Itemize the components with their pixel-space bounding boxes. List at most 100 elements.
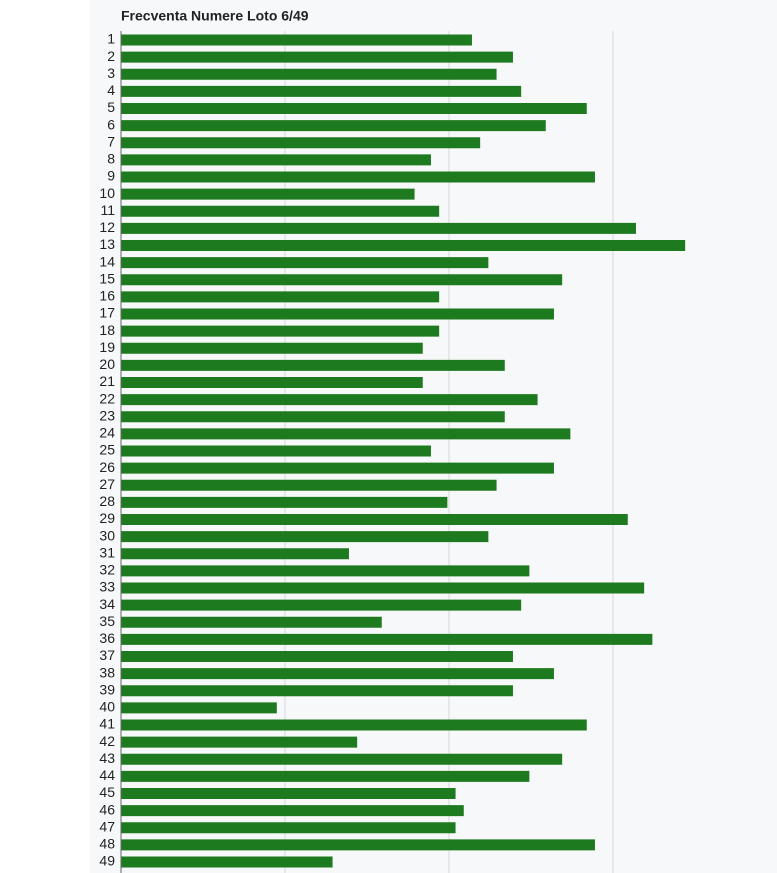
y-tick-label: 46 (99, 801, 115, 817)
y-tick-label: 13 (99, 236, 115, 252)
y-tick-label: 12 (99, 219, 115, 235)
y-tick-label: 41 (99, 716, 115, 732)
y-tick-label: 38 (99, 664, 115, 680)
bar (121, 411, 505, 423)
y-tick-label: 9 (107, 168, 115, 184)
y-tick-label: 33 (99, 579, 115, 595)
y-tick-label: 31 (99, 544, 115, 560)
y-tick-label: 45 (99, 784, 115, 800)
y-tick-label: 42 (99, 733, 115, 749)
bar (121, 308, 554, 320)
bar (121, 257, 489, 269)
y-tick-label: 23 (99, 407, 115, 423)
bar (121, 274, 563, 286)
bar (121, 719, 587, 731)
bar (121, 565, 530, 577)
bar (121, 805, 464, 817)
bar (121, 753, 563, 765)
y-tick-label: 22 (99, 390, 115, 406)
y-tick-label: 17 (99, 305, 115, 321)
bar (121, 514, 628, 525)
y-tick-label: 2 (107, 48, 115, 64)
y-tick-label: 24 (99, 425, 115, 441)
y-tick-label: 37 (99, 647, 115, 663)
y-tick-label: 35 (99, 613, 115, 629)
y-tick-label: 1 (107, 31, 115, 47)
y-tick-label: 43 (99, 750, 115, 766)
y-tick-label: 14 (99, 253, 115, 269)
y-tick-label: 34 (99, 596, 115, 612)
bar (121, 616, 382, 628)
bar (121, 51, 513, 63)
chart-title: Frecventa Numere Loto 6/49 (121, 8, 309, 24)
bar (121, 85, 522, 97)
bar (121, 137, 481, 149)
bar (121, 240, 686, 251)
y-tick-label: 49 (99, 853, 115, 869)
y-tick-label: 10 (99, 185, 115, 201)
bar (121, 770, 530, 782)
y-tick-label: 29 (99, 510, 115, 526)
bar (121, 34, 472, 46)
bar (121, 856, 333, 868)
bar (121, 68, 497, 80)
y-tick-label: 36 (99, 630, 115, 646)
y-tick-label: 27 (99, 476, 115, 492)
bar (121, 685, 513, 697)
bar (121, 394, 538, 406)
bar (121, 377, 423, 388)
bar (121, 171, 595, 183)
y-tick-label: 26 (99, 459, 115, 475)
bar (121, 291, 440, 303)
bar (121, 822, 456, 834)
y-tick-label: 48 (99, 836, 115, 852)
y-tick-label: 6 (107, 116, 115, 132)
bar (121, 651, 513, 662)
y-tick-label: 30 (99, 527, 115, 543)
y-tick-label: 15 (99, 270, 115, 286)
y-tick-label: 44 (99, 767, 115, 783)
y-tick-label: 40 (99, 699, 115, 715)
y-tick-label: 3 (107, 65, 115, 81)
bar (121, 548, 349, 560)
bar (121, 736, 358, 748)
bar (121, 325, 440, 337)
bar (121, 788, 456, 799)
bar (121, 205, 440, 217)
bar (121, 120, 546, 132)
bar (121, 428, 571, 440)
y-tick-label: 16 (99, 288, 115, 304)
bar (121, 222, 636, 234)
bar (121, 479, 497, 491)
y-tick-label: 32 (99, 562, 115, 578)
bar (121, 531, 489, 543)
bar (121, 103, 587, 114)
y-tick-label: 25 (99, 442, 115, 458)
bar (121, 599, 522, 611)
y-tick-label: 20 (99, 356, 115, 372)
bar (121, 839, 595, 851)
bar (121, 359, 505, 371)
y-tick-label: 7 (107, 133, 115, 149)
bar (121, 188, 415, 200)
y-tick-label: 39 (99, 681, 115, 697)
y-tick-label: 21 (99, 373, 115, 389)
y-tick-label: 8 (107, 151, 115, 167)
bar (121, 582, 645, 594)
bar (121, 633, 653, 645)
bar (121, 445, 431, 457)
bar (121, 668, 554, 680)
y-tick-label: 11 (100, 202, 115, 218)
bar (121, 462, 554, 474)
bar (121, 154, 431, 166)
y-tick-label: 47 (99, 818, 115, 834)
y-tick-label: 18 (99, 322, 115, 338)
bar (121, 702, 277, 714)
y-tick-label: 4 (107, 82, 115, 98)
bar (121, 496, 448, 508)
y-tick-label: 28 (99, 493, 115, 509)
y-tick-label: 19 (99, 339, 115, 355)
y-tick-label: 5 (107, 99, 115, 115)
